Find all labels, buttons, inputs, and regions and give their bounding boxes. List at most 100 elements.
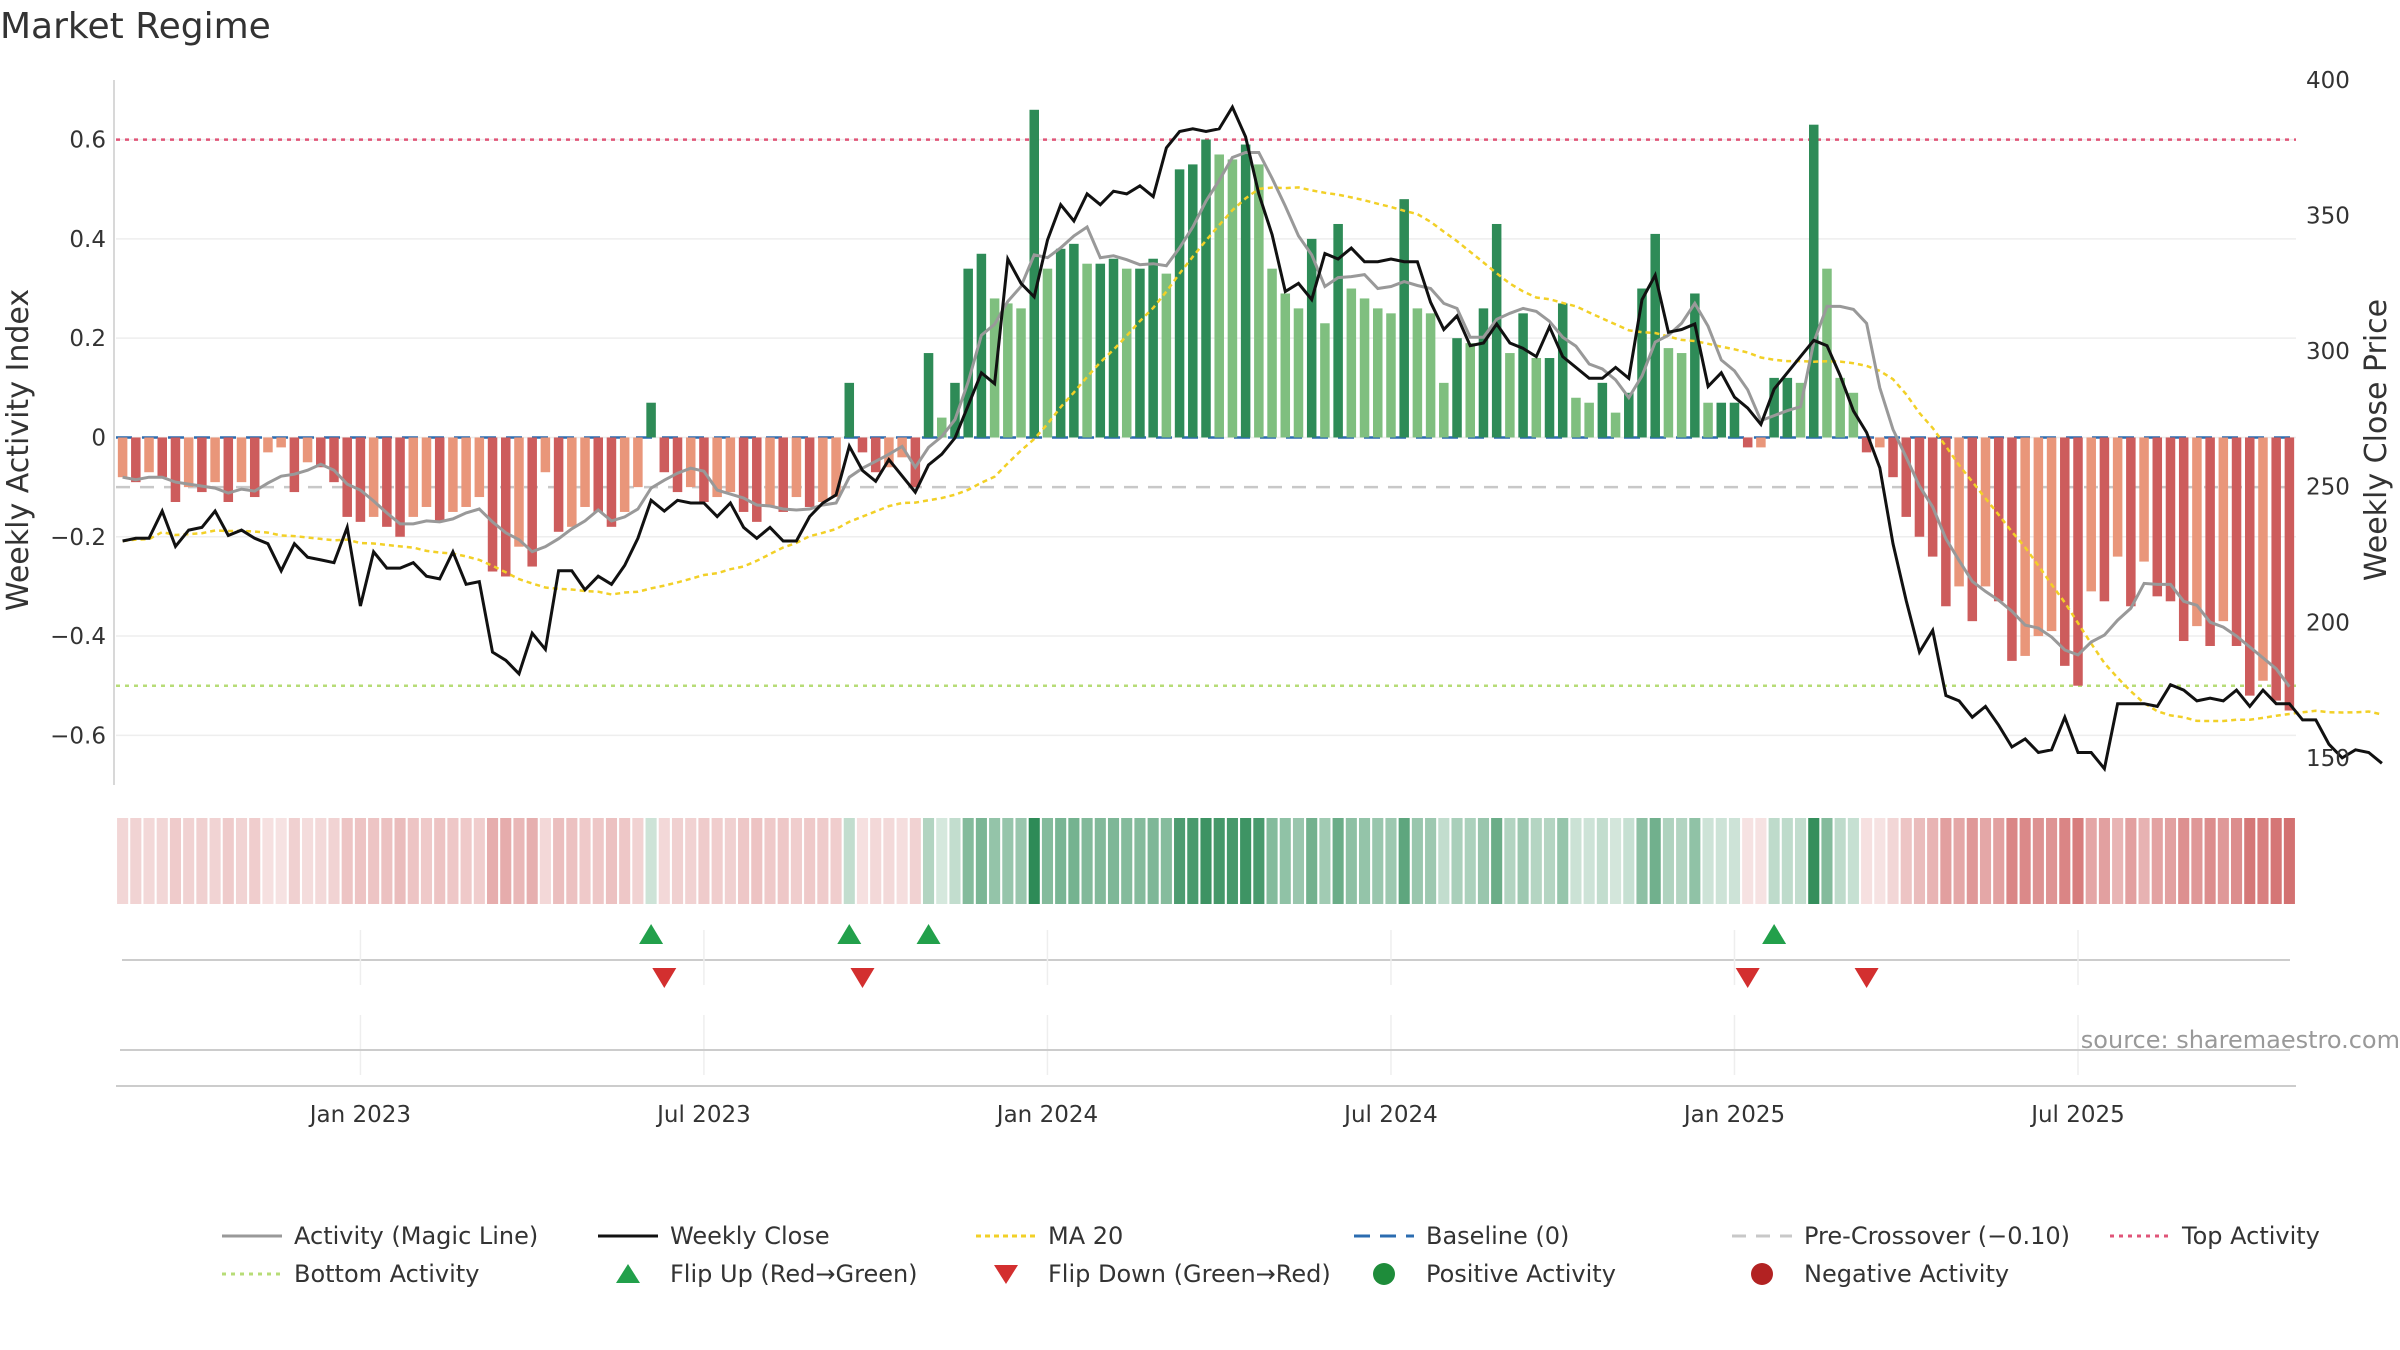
activity-bar bbox=[752, 437, 762, 522]
activity-bar bbox=[421, 437, 432, 507]
activity-bar bbox=[1610, 412, 1621, 438]
x-tick-label: Jan 2025 bbox=[1682, 1102, 1785, 1128]
y-left-tick-label: 0.4 bbox=[69, 227, 106, 253]
heat-strip-cell bbox=[764, 818, 776, 904]
heat-strip-cell bbox=[1358, 818, 1371, 904]
heat-strip-cell bbox=[315, 818, 327, 904]
heat-strip-cell bbox=[196, 818, 208, 904]
activity-bar bbox=[1941, 437, 1951, 607]
activity-bar bbox=[857, 437, 868, 453]
legend-swatch-flip-down bbox=[994, 1265, 1018, 1284]
heat-strip-cell bbox=[1266, 818, 1278, 904]
activity-bar bbox=[1557, 303, 1568, 438]
activity-bar bbox=[1425, 313, 1436, 438]
activity-bar bbox=[170, 437, 181, 503]
activity-bar bbox=[1716, 402, 1727, 438]
y-right-axis-label: Weekly Close Price bbox=[2359, 299, 2394, 581]
heat-strip-cell bbox=[1913, 818, 1926, 904]
x-axis-ticks: Jan 2023 Jul 2023 Jan 2024 Jul 2024 Jan 2025… bbox=[308, 1102, 2125, 1128]
heat-strip-cell bbox=[1385, 818, 1397, 904]
ma20-line bbox=[122, 186, 2383, 723]
heat-strip-cell bbox=[156, 818, 168, 904]
activity-bar bbox=[501, 437, 511, 577]
activity-bar bbox=[342, 437, 352, 517]
legend-label: Bottom Activity bbox=[294, 1260, 479, 1288]
heat-strip-cell bbox=[1583, 818, 1595, 904]
heat-strip-cell bbox=[592, 818, 604, 904]
heat-strip-cell bbox=[2138, 818, 2150, 904]
heat-strip-cell bbox=[632, 818, 644, 904]
activity-bar bbox=[210, 437, 220, 483]
activity-bar bbox=[1742, 437, 1753, 448]
heat-strip-cell bbox=[526, 818, 538, 904]
activity-bar bbox=[1267, 268, 1277, 438]
heat-strip-cell bbox=[1755, 818, 1767, 904]
activity-bar bbox=[1254, 164, 1264, 438]
activity-bar bbox=[197, 437, 207, 493]
heat-strip-cell bbox=[1372, 818, 1384, 904]
heat-strip-cell bbox=[962, 818, 974, 904]
activity-bar bbox=[1756, 437, 1766, 448]
activity-bar bbox=[1967, 437, 1978, 622]
activity-bar bbox=[923, 353, 934, 438]
flip-up-marker bbox=[916, 924, 941, 944]
heat-strip-cell bbox=[790, 818, 802, 904]
activity-bar bbox=[738, 437, 749, 512]
heat-strip-cell bbox=[1306, 818, 1318, 904]
heat-strip-cell bbox=[1649, 818, 1661, 904]
activity-bar bbox=[1544, 358, 1555, 438]
activity-bar bbox=[302, 437, 313, 463]
heat-strip-cell bbox=[368, 818, 380, 904]
activity-bar bbox=[1439, 382, 1449, 438]
heat-strip-cell bbox=[1834, 818, 1846, 904]
activity-bar bbox=[712, 437, 722, 498]
legend-item: MA 20 bbox=[976, 1222, 1123, 1250]
heat-strip-cell bbox=[1530, 818, 1542, 904]
heat-strip-cell bbox=[249, 818, 261, 904]
heat-strip-cell bbox=[1966, 818, 1978, 904]
activity-bar bbox=[1280, 293, 1291, 438]
heat-strip-cell bbox=[183, 818, 195, 904]
y-right-ticks: 400 350 300 250 200 150 bbox=[2306, 68, 2350, 772]
heat-strip-cell bbox=[1636, 818, 1648, 904]
heat-strip-cell bbox=[1715, 818, 1727, 904]
activity-bar bbox=[765, 437, 775, 507]
activity-bar bbox=[1188, 164, 1198, 438]
heat-strip-cell bbox=[473, 818, 485, 904]
legend-swatch-dot bbox=[1373, 1263, 1395, 1285]
heat-strip-cell bbox=[1543, 818, 1556, 904]
activity-bar bbox=[236, 437, 247, 483]
activity-bar bbox=[2205, 437, 2215, 646]
activity-bar bbox=[1386, 313, 1396, 438]
heat-strip-cell bbox=[1055, 818, 1067, 904]
legend-label: Activity (Magic Line) bbox=[294, 1222, 538, 1250]
heat-strip-cell bbox=[2164, 818, 2177, 904]
heat-strip-cell bbox=[1068, 818, 1080, 904]
activity-bar bbox=[818, 437, 828, 503]
activity-bar bbox=[1518, 313, 1528, 438]
legend-item: Positive Activity bbox=[1373, 1260, 1616, 1288]
heat-strip-cell bbox=[447, 818, 459, 904]
heat-strip-cell bbox=[1107, 818, 1120, 904]
heat-strip-cell bbox=[2191, 818, 2203, 904]
activity-bar bbox=[976, 253, 987, 438]
heat-strip-cell bbox=[2046, 818, 2058, 904]
activity-bar bbox=[963, 268, 973, 438]
heat-strip-cell bbox=[486, 818, 499, 904]
heat-strip-cell bbox=[1319, 818, 1331, 904]
activity-bar bbox=[2231, 437, 2242, 646]
heat-strip-cell bbox=[1768, 818, 1780, 904]
heat-strip-cell bbox=[724, 818, 736, 904]
heat-strip-cell bbox=[1094, 818, 1106, 904]
heat-strip-cell bbox=[2112, 818, 2124, 904]
heat-strip-cell bbox=[2244, 818, 2256, 904]
activity-bar bbox=[1069, 243, 1079, 438]
activity-bar bbox=[1373, 308, 1383, 438]
activity-bar bbox=[1861, 437, 1872, 453]
flip-up-marker bbox=[639, 924, 664, 944]
activity-bar bbox=[1729, 402, 1740, 438]
activity-bar bbox=[1835, 377, 1845, 438]
heat-strip-cell bbox=[975, 818, 987, 904]
heat-strip-cell bbox=[1253, 818, 1265, 904]
activity-bar bbox=[355, 437, 366, 522]
